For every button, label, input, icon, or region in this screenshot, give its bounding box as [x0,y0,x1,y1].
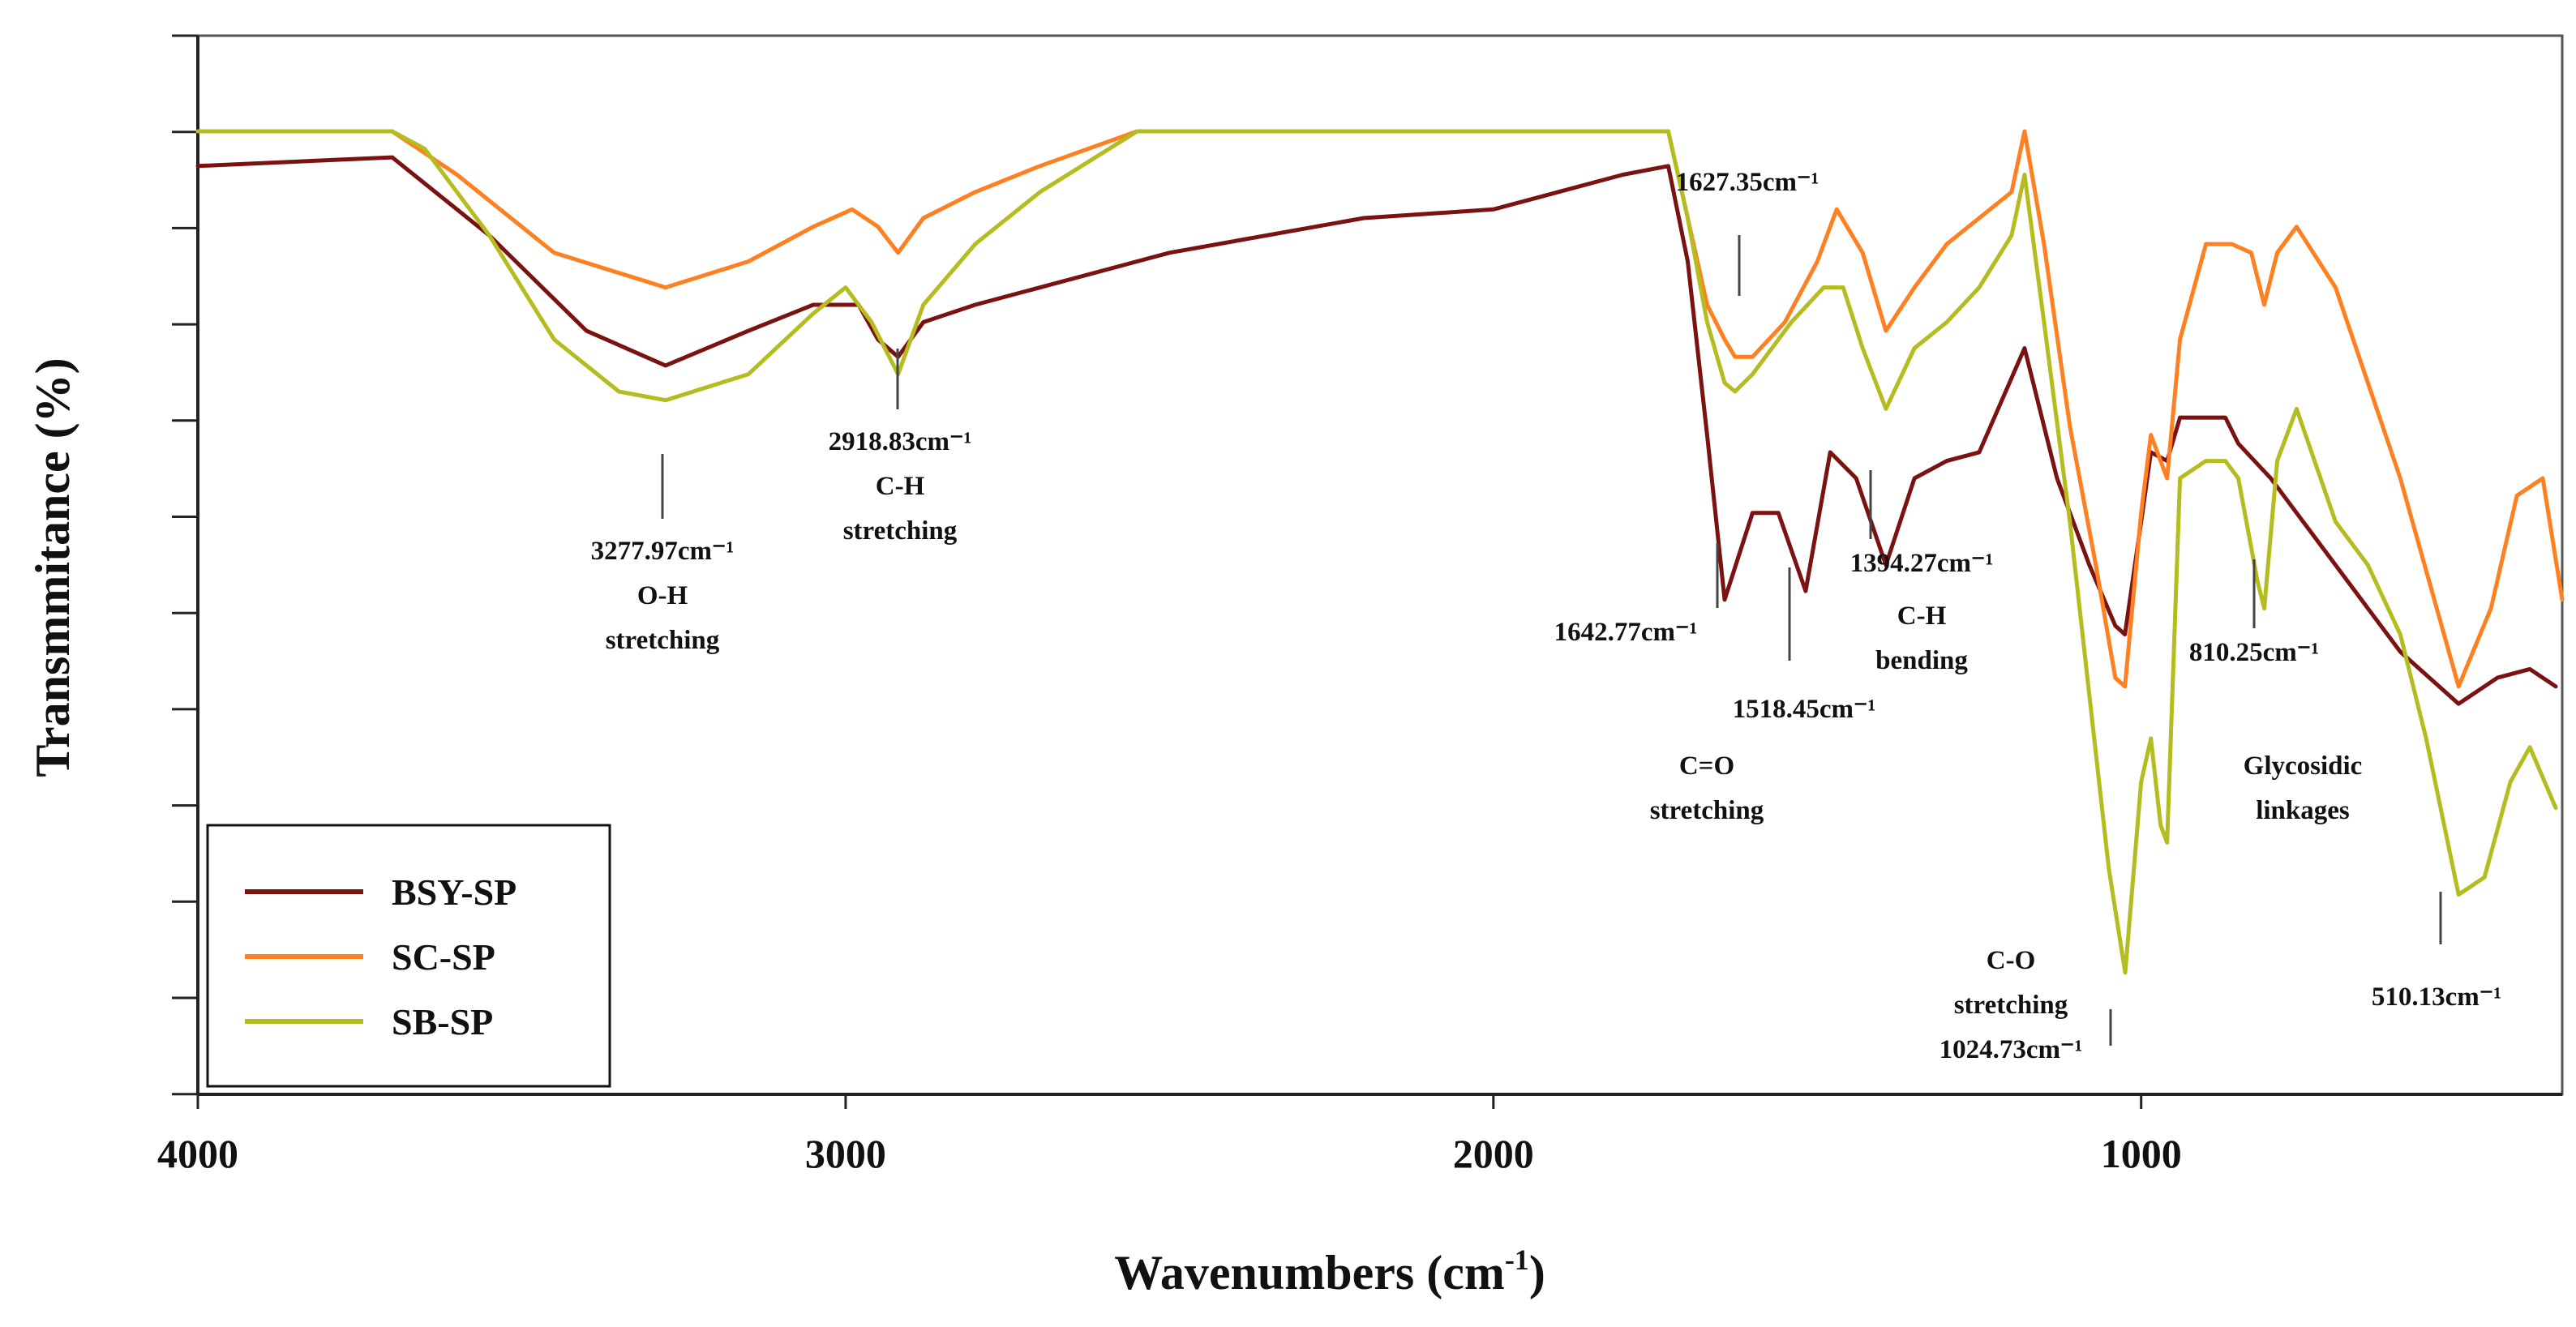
y-axis-ticks [172,34,198,1096]
annotation-label: 1642.77cm⁻¹ [1554,618,1698,647]
annotation-label: Glycosidic [2244,751,2363,781]
x-axis-title: Wavenumbers (cm-1) [1114,1244,1545,1299]
annotation-label: C-O [1987,946,2036,975]
annotation-label: C-H [876,472,925,501]
annotation-label: 810.25cm⁻¹ [2189,638,2319,667]
x-axis-title-main: Wavenumbers (cm [1114,1246,1505,1299]
annotation-label: 1024.73cm⁻¹ [1940,1035,2083,1064]
annotation-label: C=O [1679,751,1734,781]
annotation-label: 1518.45cm⁻¹ [1733,695,1876,724]
annotation-label: linkages [2256,796,2350,825]
annotation-label: stretching [606,626,720,655]
series-line-sc-sp [195,129,2565,689]
x-tick-label-2000: 2000 [1453,1131,1534,1176]
annotation-label: O-H [637,581,688,610]
legend-label-bsy-sp: BSY-SP [392,871,516,913]
annotation-label: 1627.35cm⁻¹ [1676,168,1819,197]
series-layer [195,129,2565,975]
annotation-label: 3277.97cm⁻¹ [591,537,735,566]
annotation-label: C-H [1897,601,1947,631]
series-line-bsy-sp [195,155,2558,706]
annotation-label: stretching [1954,991,2068,1020]
annotation-label: 1394.27cm⁻¹ [1850,549,1994,578]
x-axis-title-sup: -1 [1505,1244,1529,1276]
x-axis-ticks: 4000 3000 2000 1000 [157,1094,2182,1176]
annotation-label: stretching [1650,796,1764,825]
legend: BSY-SP SC-SP SB-SP [206,824,611,1088]
x-tick-label-4000: 4000 [157,1131,238,1176]
legend-label-sb-sp: SB-SP [392,1001,493,1042]
annotation-layer: 3277.97cm⁻¹ O-H stretching 2918.83cm⁻¹ C-H st… [591,168,2501,1064]
series-line-sb-sp [195,129,2558,975]
x-axis-title-end: ) [1529,1246,1545,1299]
annotation-label: 510.13cm⁻¹ [2372,982,2501,1012]
y-axis-title: Transmmitance (%) [26,357,79,777]
x-tick-label-1000: 1000 [2101,1131,2182,1176]
annotation-label: 2918.83cm⁻¹ [829,427,972,456]
annotation-label: stretching [843,516,958,546]
annotation-label: bending [1875,646,1968,675]
legend-label-sc-sp: SC-SP [392,936,495,978]
x-tick-label-3000: 3000 [805,1131,886,1176]
